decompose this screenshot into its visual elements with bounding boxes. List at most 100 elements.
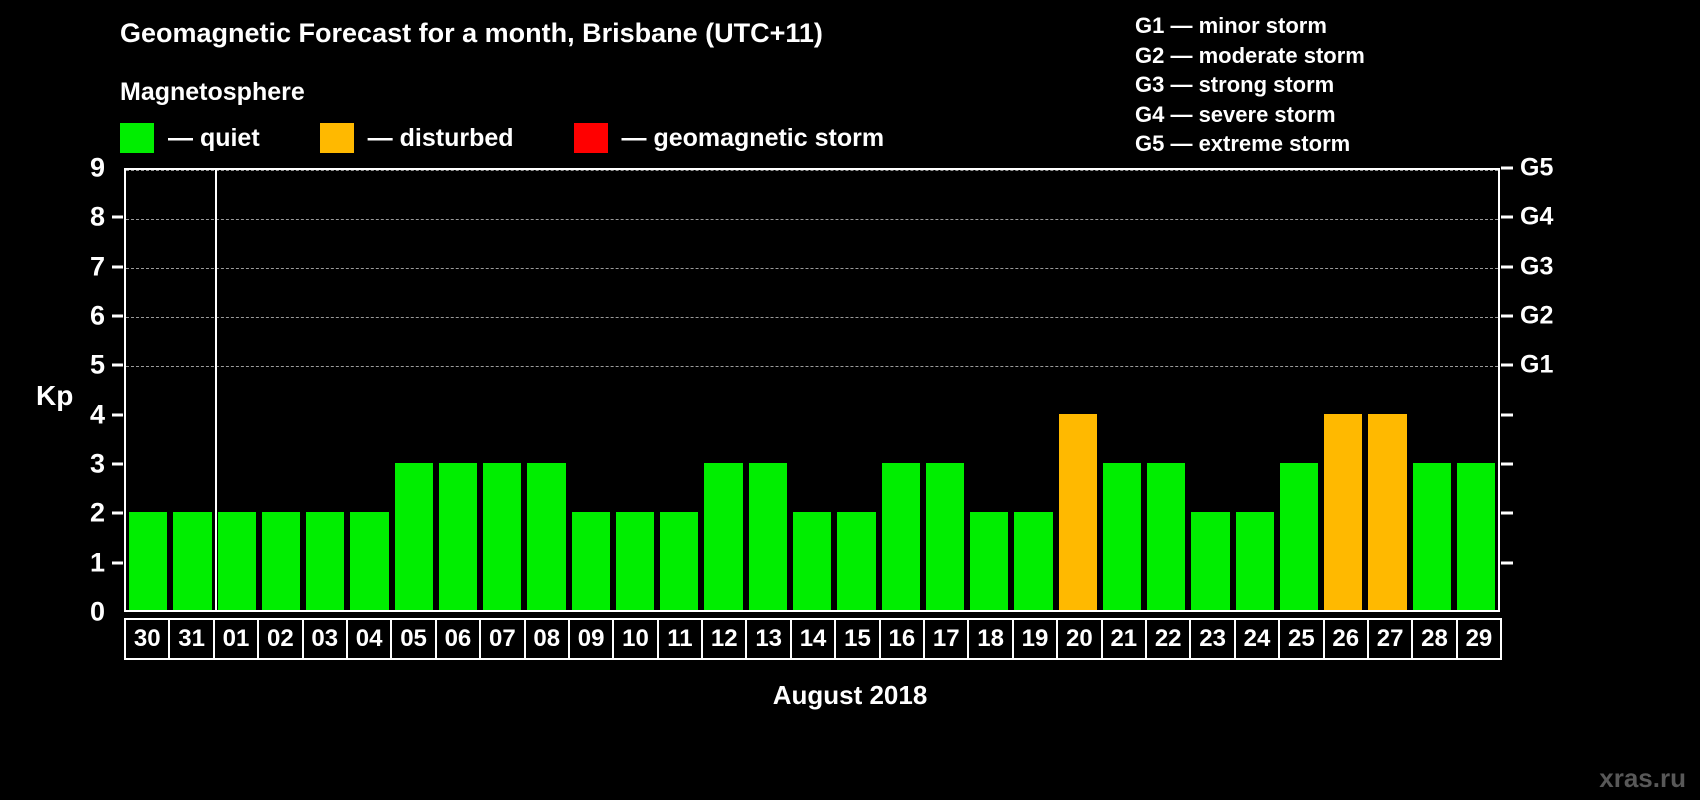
- watermark: xras.ru: [1599, 763, 1686, 793]
- g-tick-mark-G4: [1501, 215, 1513, 219]
- legend-label-storm: — geomagnetic storm: [621, 123, 885, 152]
- legend-swatch-disturbed: [319, 123, 354, 153]
- date-cell-22: 22: [1144, 618, 1192, 660]
- date-cell-03: 03: [301, 618, 348, 660]
- gridline-kp-8: [126, 218, 1498, 220]
- bar-slot: [834, 170, 878, 610]
- date-cell-24: 24: [1233, 618, 1281, 660]
- bar-19: [1014, 512, 1053, 610]
- bar-slot: [1100, 170, 1144, 610]
- y-tick-mark-3: [112, 462, 123, 466]
- bar-slot: [524, 170, 568, 610]
- x-axis-title: August 2018: [772, 680, 928, 710]
- bar-slot: [1144, 170, 1188, 610]
- bar-slot: [347, 170, 391, 610]
- legend-entry-quiet: — quiet: [120, 123, 260, 153]
- date-cell-19: 19: [1011, 618, 1059, 660]
- bar-slot: [303, 170, 347, 610]
- date-cell-23: 23: [1189, 618, 1236, 660]
- y-tick-mark-8: [112, 215, 123, 219]
- bar-08: [527, 463, 566, 610]
- date-cell-29: 29: [1455, 618, 1503, 660]
- date-cell-14: 14: [789, 618, 837, 660]
- bar-slot: [967, 170, 1011, 610]
- date-cell-21: 21: [1100, 618, 1147, 660]
- bar-21: [1102, 463, 1142, 610]
- g-tick-mark-G1: [1501, 363, 1513, 367]
- y-axis-title: Kp: [36, 380, 74, 411]
- plot-area: [124, 168, 1500, 612]
- g-scale-row-5: G5 — extreme storm: [1135, 131, 1351, 156]
- y-tick-label-6: 6: [89, 300, 105, 331]
- bar-slot: [569, 170, 613, 610]
- g-axis-minor-tick-2: [1501, 511, 1513, 515]
- date-cell-31: 31: [168, 618, 215, 660]
- bar-slot: [170, 170, 214, 610]
- bar-slot: [923, 170, 967, 610]
- date-cell-15: 15: [834, 618, 881, 660]
- y-tick-label-7: 7: [89, 251, 105, 282]
- date-cell-20: 20: [1056, 618, 1103, 660]
- g-scale-row-4: G4 — severe storm: [1135, 101, 1336, 127]
- gridline-kp-5: [126, 365, 1498, 367]
- legend-label-disturbed: — disturbed: [367, 123, 514, 152]
- y-tick-mark-7: [112, 265, 123, 269]
- bar-05: [394, 463, 433, 610]
- legend-entry-disturbed: — disturbed: [319, 123, 514, 153]
- bar-25: [1279, 463, 1319, 610]
- legend-label-quiet: — quiet: [168, 123, 260, 152]
- date-cell-08: 08: [523, 618, 570, 660]
- bar-slot: [1277, 170, 1321, 610]
- bar-slot: [215, 170, 259, 610]
- y-tick-mark-1: [112, 561, 123, 565]
- bar-slot: [436, 170, 480, 610]
- gridline-kp-6: [126, 316, 1498, 318]
- g-scale-legend: G1 — minor storm G2 — moderate storm G3 — …: [1135, 11, 1365, 159]
- bar-slot: [1454, 170, 1498, 610]
- date-cell-25: 25: [1278, 618, 1325, 660]
- date-cell-07: 07: [479, 618, 526, 660]
- bar-slot: [1056, 170, 1100, 610]
- date-cell-16: 16: [878, 618, 926, 660]
- bar-17: [925, 463, 965, 610]
- legend-swatch-storm: [573, 123, 608, 153]
- bar-slot: [259, 170, 303, 610]
- date-cell-04: 04: [345, 618, 393, 660]
- y-tick-label-0: 0: [89, 596, 105, 627]
- date-cell-09: 09: [567, 618, 615, 660]
- date-cell-13: 13: [745, 618, 792, 660]
- g-tick-mark-G5: [1501, 166, 1513, 170]
- bar-slot: [1233, 170, 1277, 610]
- g-tick-label-G4: G4: [1520, 202, 1554, 231]
- date-cell-18: 18: [967, 618, 1014, 660]
- g-scale-row-1: G1 — minor storm: [1135, 13, 1327, 38]
- bar-30: [129, 512, 168, 610]
- bar-slot: [701, 170, 745, 610]
- date-cell-17: 17: [923, 618, 970, 660]
- date-cell-02: 02: [257, 618, 304, 660]
- date-cell-26: 26: [1322, 618, 1369, 660]
- date-cell-28: 28: [1411, 618, 1458, 660]
- color-legend: — quiet — disturbed — geomagnetic storm: [120, 122, 884, 154]
- bar-26: [1324, 414, 1363, 610]
- bar-slot: [657, 170, 701, 610]
- legend-entry-storm: — geomagnetic storm: [573, 123, 885, 153]
- bar-02: [261, 512, 301, 610]
- y-tick-label-2: 2: [89, 497, 105, 528]
- g-axis-minor-tick-1: [1501, 561, 1513, 565]
- y-tick-label-8: 8: [89, 201, 105, 232]
- bar-03: [306, 512, 345, 610]
- bar-11: [660, 512, 699, 610]
- g-tick-label-G1: G1: [1520, 350, 1554, 379]
- bar-20: [1058, 414, 1097, 610]
- y-tick-label-9: 9: [89, 152, 105, 183]
- g-axis-minor-tick-3: [1501, 462, 1513, 466]
- bar-07: [483, 463, 522, 610]
- date-cell-06: 06: [434, 618, 482, 660]
- g-tick-mark-G3: [1501, 265, 1513, 269]
- gridline-kp-7: [126, 267, 1498, 269]
- bar-06: [438, 463, 478, 610]
- date-cell-11: 11: [656, 618, 704, 660]
- bar-slot: [879, 170, 923, 610]
- g-tick-label-G5: G5: [1520, 153, 1554, 182]
